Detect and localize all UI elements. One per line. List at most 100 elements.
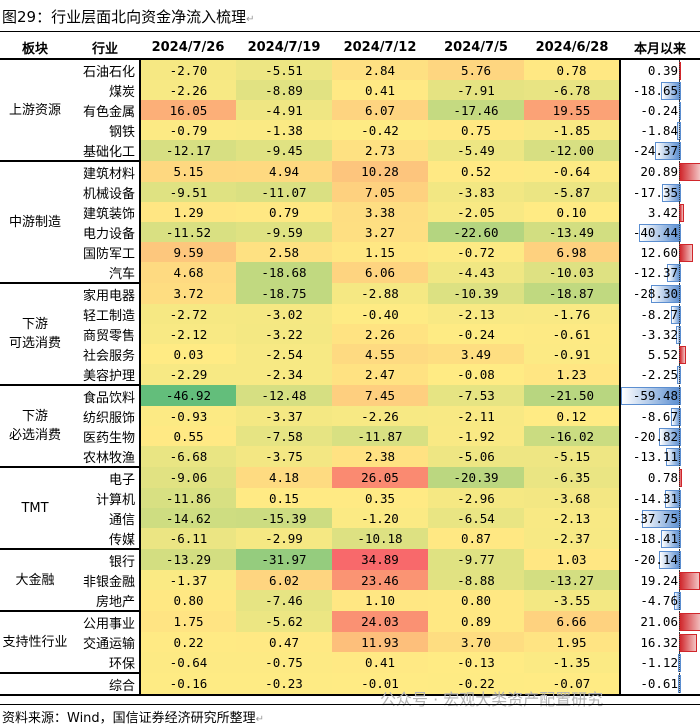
month-to-date-value: -17.35 bbox=[632, 184, 678, 200]
flow-cell: -9.51 bbox=[140, 182, 236, 202]
flow-cell: -13.49 bbox=[524, 222, 621, 242]
bar-axis bbox=[679, 611, 680, 631]
sector-label: 支持性行业 bbox=[0, 610, 70, 673]
month-to-date-cell: -4.76 bbox=[620, 590, 700, 611]
table-row: 中游制造 建筑材料 5.15 4.94 10.28 0.52 -0.64 20.89 bbox=[0, 160, 700, 283]
flow-cell: -3.75 bbox=[236, 446, 332, 467]
month-to-date-value: -14.31 bbox=[632, 490, 678, 506]
flow-cell: -0.61 bbox=[524, 324, 621, 344]
industry-label: 综合 bbox=[70, 672, 141, 696]
divider bbox=[0, 704, 700, 705]
flow-cell: 4.68 bbox=[140, 262, 236, 283]
negative-bar bbox=[655, 142, 681, 160]
flow-cell: 0.41 bbox=[332, 80, 428, 100]
flow-cell: -0.75 bbox=[236, 652, 332, 673]
table-row: 国防军工 9.59 2.58 1.15 -0.72 6.98 12.60 bbox=[0, 242, 700, 262]
industry-label: 环保 bbox=[70, 652, 141, 673]
bar-axis bbox=[679, 182, 680, 202]
negative-bar bbox=[674, 592, 681, 610]
bar-axis bbox=[679, 242, 680, 262]
flow-cell: 0.52 bbox=[428, 161, 524, 182]
month-to-date-value: -0.24 bbox=[640, 102, 678, 118]
flow-cell: -16.02 bbox=[524, 426, 621, 446]
month-to-date-cell: -8.67 bbox=[620, 406, 700, 426]
industry-label: 美容护理 bbox=[70, 364, 141, 385]
month-to-date-cell: -2.25 bbox=[620, 364, 700, 385]
table-row: 传媒 -6.11 -2.99 -10.18 0.87 -2.37 -18.41 bbox=[0, 528, 700, 549]
table-row: 上游资源 石油石化 -2.70 -5.51 2.84 5.76 0.78 0.39 bbox=[0, 58, 700, 161]
sector-label: 中游制造 bbox=[0, 160, 70, 283]
flow-cell: 11.93 bbox=[332, 632, 428, 652]
negative-bar bbox=[620, 387, 681, 405]
flow-cell: -2.37 bbox=[524, 528, 621, 549]
flow-cell: 0.75 bbox=[428, 120, 524, 140]
table-row: 交通运输 0.22 0.47 11.93 3.70 1.95 16.32 bbox=[0, 632, 700, 652]
flow-cell: -2.99 bbox=[236, 528, 332, 549]
header-industry: 行业 bbox=[70, 36, 140, 60]
flow-cell: -13.29 bbox=[140, 549, 236, 570]
header-week-2: 2024/7/19 bbox=[236, 36, 332, 60]
industry-label: 建筑材料 bbox=[70, 160, 141, 182]
month-to-date-value: -20.14 bbox=[632, 552, 678, 567]
bar-axis bbox=[679, 652, 680, 672]
month-to-date-cell: 3.42 bbox=[620, 202, 700, 222]
positive-bar bbox=[679, 346, 687, 364]
month-to-date-cell: -20.82 bbox=[620, 426, 700, 446]
flow-cell: 3.70 bbox=[428, 632, 524, 652]
flow-cell: -22.60 bbox=[428, 222, 524, 242]
flow-cell: 2.26 bbox=[332, 324, 428, 344]
flow-cell: 0.12 bbox=[524, 406, 621, 426]
flow-cell: 10.28 bbox=[332, 161, 428, 182]
industry-label: 有色金属 bbox=[70, 100, 141, 120]
header-week-1: 2024/7/26 bbox=[140, 36, 236, 60]
month-to-date-cell: -8.27 bbox=[620, 304, 700, 324]
flow-cell: 1.03 bbox=[524, 549, 621, 570]
month-to-date-cell: -18.41 bbox=[620, 528, 700, 549]
month-to-date-cell: 0.39 bbox=[620, 59, 700, 80]
negative-bar bbox=[676, 366, 681, 384]
flow-cell: 0.80 bbox=[140, 590, 236, 611]
flow-cell: 19.55 bbox=[524, 100, 621, 120]
month-to-date-cell: -3.32 bbox=[620, 324, 700, 344]
flow-cell: 6.66 bbox=[524, 611, 621, 632]
flow-cell: -2.29 bbox=[140, 364, 236, 385]
flow-cell: 24.03 bbox=[332, 611, 428, 632]
table-row: 钢铁 -0.79 -1.38 -0.42 0.75 -1.85 -1.84 bbox=[0, 120, 700, 140]
industry-label: 电子 bbox=[70, 466, 141, 488]
month-to-date-value: 12.60 bbox=[640, 244, 678, 260]
sector-label: 上游资源 bbox=[0, 58, 70, 161]
industry-label: 机械设备 bbox=[70, 182, 141, 202]
flow-cell: -0.42 bbox=[332, 120, 428, 140]
flow-cell: -0.40 bbox=[332, 304, 428, 324]
flow-cell: -46.92 bbox=[140, 385, 236, 406]
flow-cell: 16.05 bbox=[140, 100, 236, 120]
month-to-date-cell: -40.44 bbox=[620, 222, 700, 242]
flow-cell: -9.45 bbox=[236, 140, 332, 161]
flow-cell: -9.59 bbox=[236, 222, 332, 242]
header-week-3: 2024/7/12 bbox=[332, 36, 428, 60]
positive-bar bbox=[679, 244, 694, 262]
bar-axis bbox=[679, 100, 680, 120]
flow-cell: 26.05 bbox=[332, 467, 428, 488]
table-row: 农林牧渔 -6.68 -3.75 2.38 -5.06 -5.15 -13.11 bbox=[0, 446, 700, 467]
month-to-date-value: -37.75 bbox=[632, 510, 678, 526]
negative-bar bbox=[639, 224, 681, 242]
month-to-date-cell: -14.31 bbox=[620, 488, 700, 508]
table-row: 下游 可选消费 家用电器 3.72 -18.75 -2.88 -10.39 -18.87 -2… bbox=[0, 282, 700, 385]
flow-cell: 1.75 bbox=[140, 611, 236, 632]
industry-label: 煤炭 bbox=[70, 80, 141, 100]
flow-cell: 6.07 bbox=[332, 100, 428, 120]
flow-cell: 9.59 bbox=[140, 242, 236, 262]
table-row: 房地产 0.80 -7.46 1.10 0.80 -3.55 -4.76 bbox=[0, 590, 700, 611]
flow-cell: -6.68 bbox=[140, 446, 236, 467]
month-to-date-cell: -37.75 bbox=[620, 508, 700, 528]
month-to-date-value: 20.89 bbox=[640, 164, 678, 179]
month-to-date-value: -8.27 bbox=[640, 306, 678, 322]
flow-cell: -7.46 bbox=[236, 590, 332, 611]
flow-cell: 1.23 bbox=[524, 364, 621, 385]
paragraph-mark-icon: ↵ bbox=[246, 14, 255, 25]
flow-cell: -8.89 bbox=[236, 80, 332, 100]
flow-cell: -2.13 bbox=[524, 508, 621, 528]
flow-cell: -12.17 bbox=[140, 140, 236, 161]
month-to-date-cell: -59.48 bbox=[620, 385, 700, 406]
